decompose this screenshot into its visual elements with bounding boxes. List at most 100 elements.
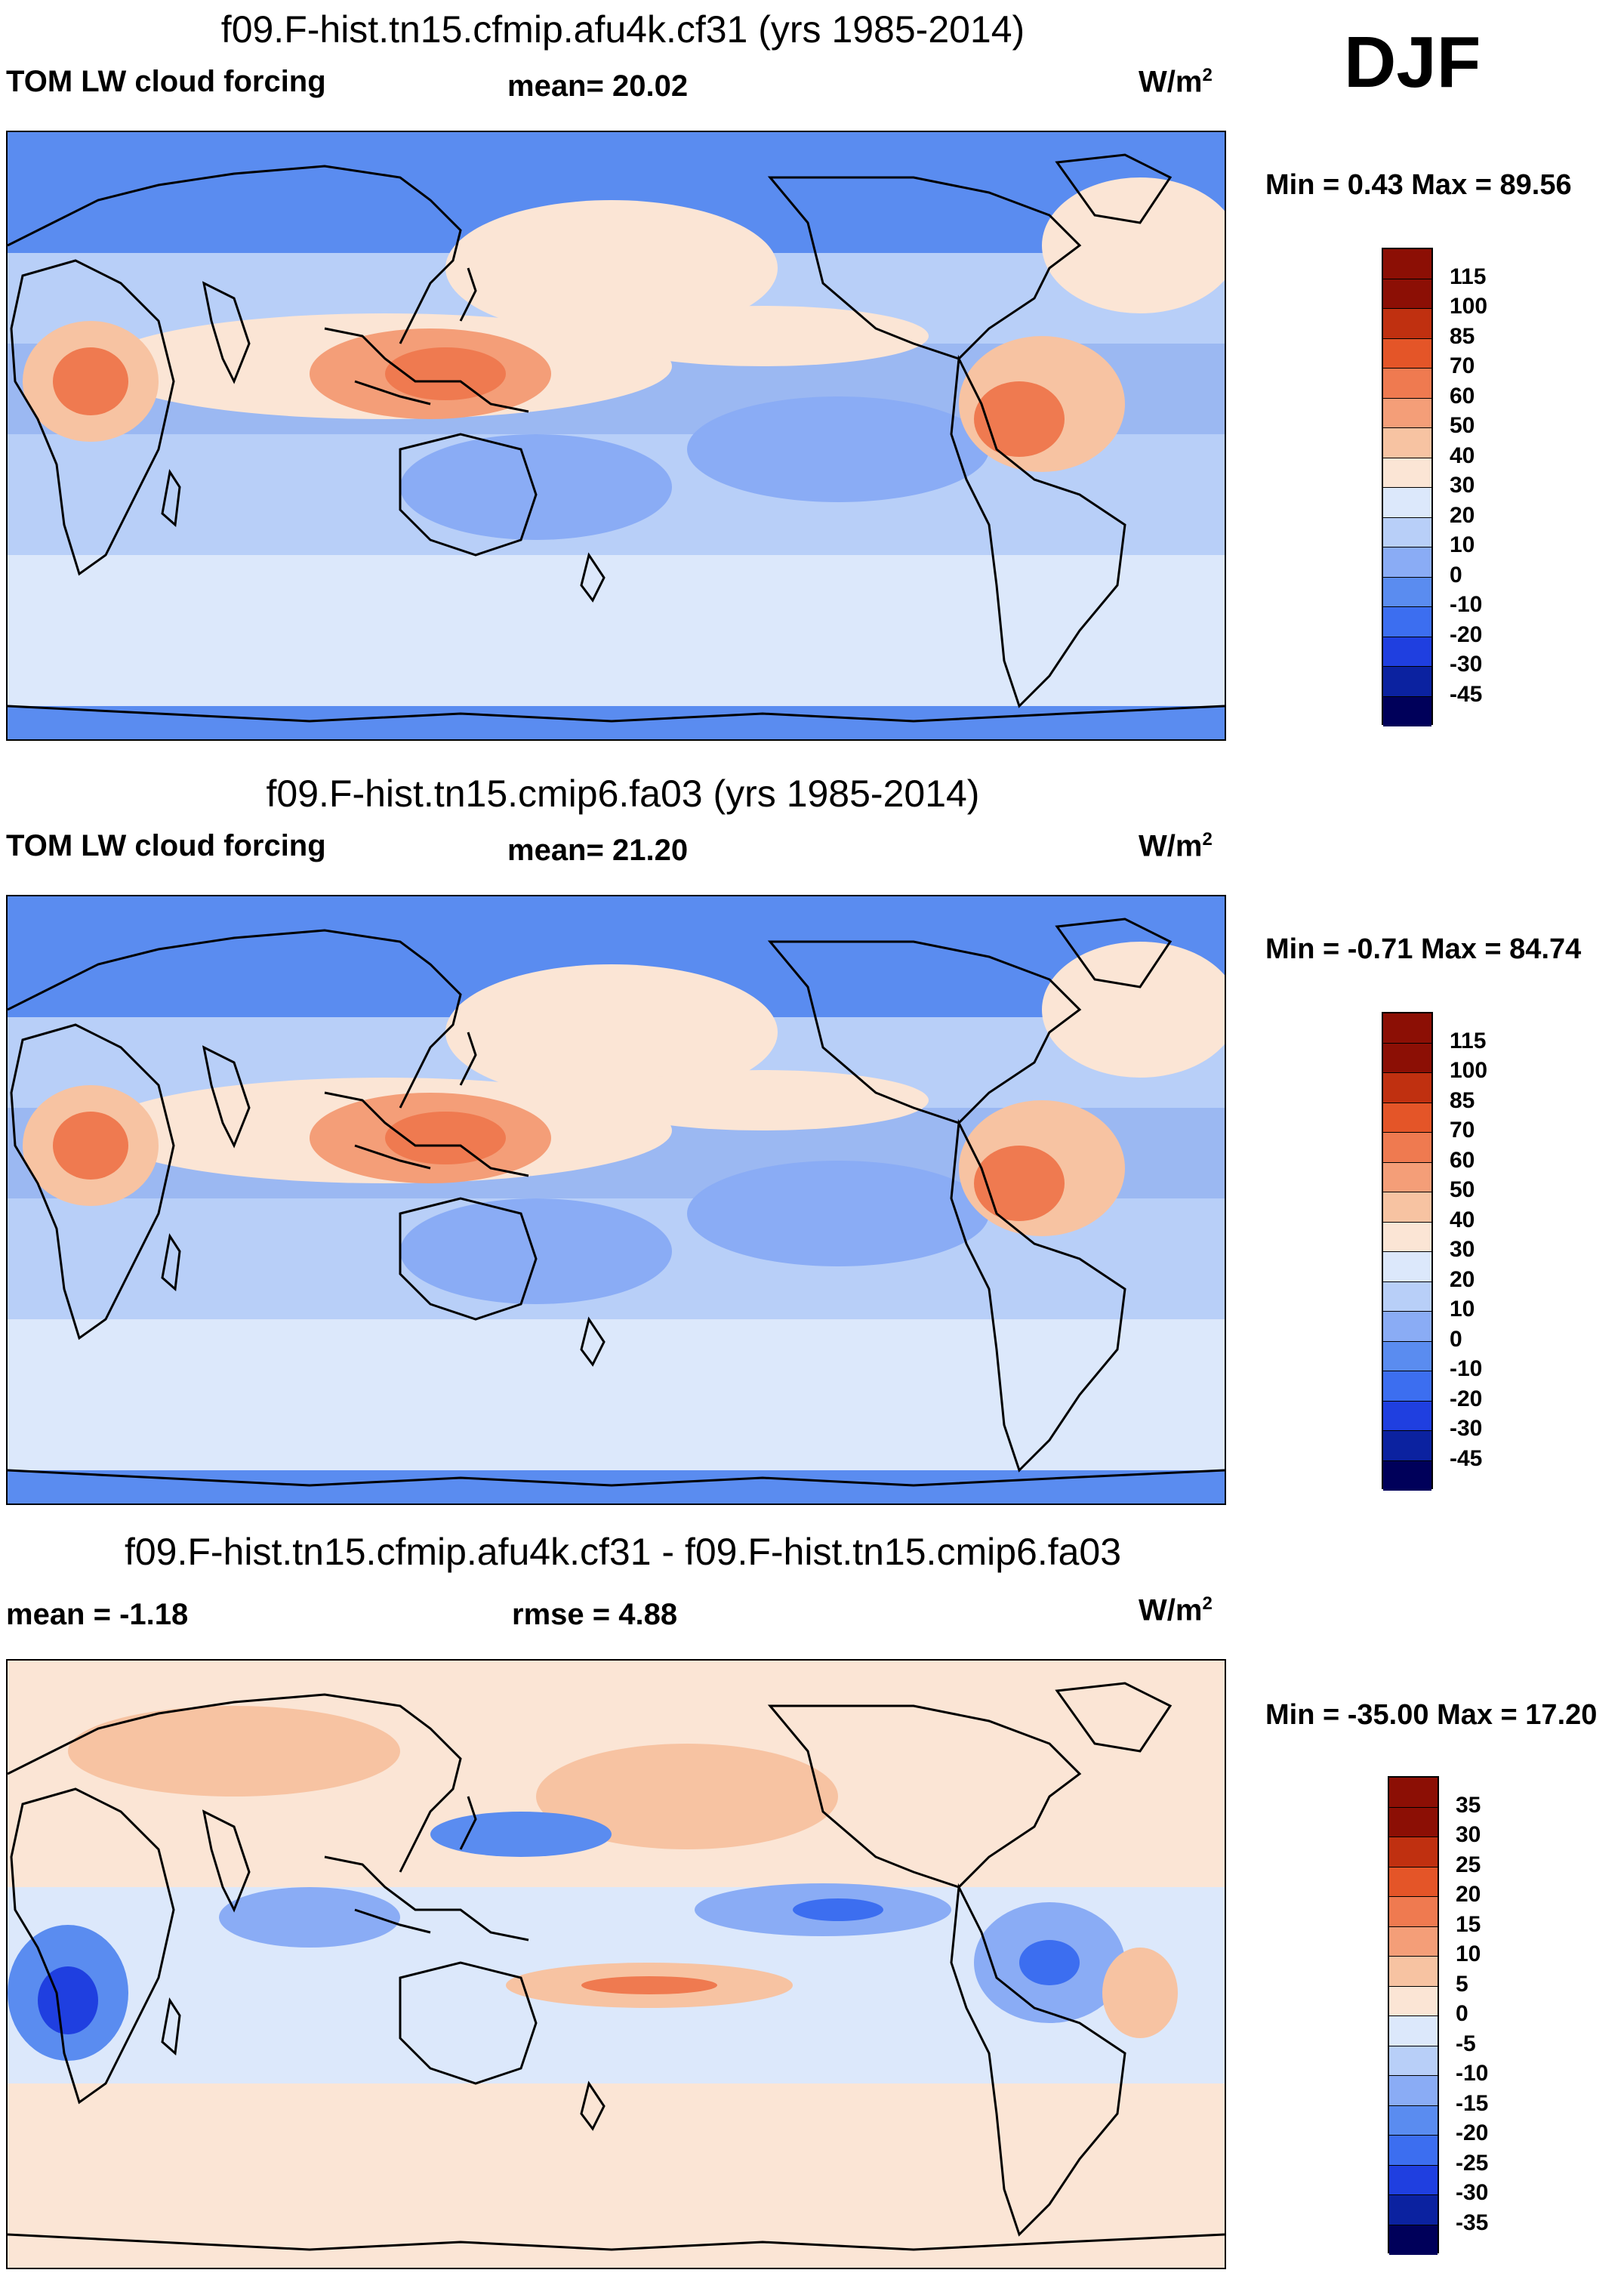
panel2-min-value: -0.71 — [1347, 933, 1413, 965]
colorbar-label: 30 — [1450, 473, 1475, 498]
colorbar-box — [1383, 1103, 1431, 1133]
spcz-core — [581, 1976, 717, 1994]
colorbar-box — [1389, 2165, 1438, 2195]
colorbar-label: 0 — [1450, 1326, 1462, 1352]
colorbar-box — [1389, 1867, 1438, 1897]
colorbar-box — [1383, 1013, 1431, 1044]
coastline — [8, 2233, 1225, 2251]
colorbar-label: 20 — [1456, 1882, 1481, 1907]
colorbar-box — [1383, 458, 1431, 488]
colorbar-box — [1383, 1252, 1431, 1282]
colorbar-label: 0 — [1456, 2001, 1468, 2026]
npacific-storm — [445, 964, 778, 1100]
colorbar-label: 0 — [1450, 562, 1462, 588]
colorbar-label: 40 — [1450, 1207, 1475, 1232]
antarctic-band — [8, 706, 1225, 739]
colorbar-box — [1383, 1162, 1431, 1192]
colorbar-box — [1383, 637, 1431, 667]
panel2-minmax: Min = -0.71 Max = 84.74 — [1265, 933, 1581, 966]
colorbar-label: 25 — [1456, 1852, 1481, 1877]
coastline — [354, 1144, 431, 1170]
panel1-mean: mean= 20.02 — [507, 69, 688, 103]
colorbar-label: 20 — [1450, 1266, 1475, 1292]
colorbar-box — [1383, 1073, 1431, 1103]
panel3-rmse-label: rmse = — [512, 1598, 611, 1631]
coastline — [459, 1032, 477, 1086]
coastline — [1055, 918, 1173, 988]
colorbar-box — [1389, 1957, 1438, 1987]
panel2-min-label: Min = — [1265, 933, 1340, 965]
eurasia-positive — [68, 1706, 400, 1797]
panel2-max-label: Max = — [1420, 933, 1502, 965]
panel3-mean: mean = -1.18 — [6, 1598, 188, 1632]
spacific-dry — [400, 434, 672, 540]
npacific-positive — [536, 1744, 838, 1849]
colorbar-box — [1383, 1043, 1431, 1073]
colorbar-box — [1383, 1431, 1431, 1461]
panel2-mean-label: mean= — [507, 834, 604, 867]
nepacific-core — [793, 1898, 883, 1921]
coastline — [459, 267, 477, 322]
coastline — [161, 1997, 181, 2056]
coastline — [8, 705, 1225, 723]
colorbar-label: 50 — [1450, 413, 1475, 438]
africa-core — [53, 347, 128, 415]
panel2-units-sup: 2 — [1202, 829, 1213, 850]
panel3-min-value: -35.00 — [1347, 1699, 1429, 1731]
colorbar-box — [1383, 338, 1431, 369]
coastline — [459, 1796, 477, 1850]
colorbar-label: 115 — [1450, 1028, 1487, 1053]
colorbar-label: 85 — [1450, 1087, 1475, 1113]
panel3-max-label: Max = — [1437, 1699, 1518, 1731]
colorbar-box — [1383, 1192, 1431, 1223]
colorbar-box — [1383, 249, 1431, 279]
colorbar-label: -35 — [1456, 2210, 1489, 2235]
colorbar-label: 70 — [1450, 1118, 1475, 1143]
colorbar-label: 5 — [1456, 1971, 1468, 1997]
colorbar-label: -25 — [1456, 2150, 1489, 2176]
panel1-max-value: 89.56 — [1499, 169, 1572, 201]
colorbar-label: 85 — [1450, 323, 1475, 349]
coastline — [580, 2080, 606, 2131]
colorbar-label: 40 — [1450, 443, 1475, 468]
panel3-max-value: 17.20 — [1525, 1699, 1598, 1731]
colorbar-label: -10 — [1450, 592, 1483, 617]
npacific-itcz — [596, 306, 929, 366]
colorbar-box — [1389, 1807, 1438, 1837]
natlantic-storm — [1042, 942, 1225, 1078]
coastline — [767, 176, 1082, 360]
coastline — [950, 1883, 1126, 2237]
kuroshio-negative — [430, 1812, 612, 1857]
colorbar-box — [1383, 607, 1431, 637]
panel3-colorbar — [1388, 1776, 1439, 2255]
panel2-mean-value: 21.20 — [612, 834, 689, 867]
colorbar-label: 20 — [1450, 502, 1475, 528]
panel2-variable: TOM LW cloud forcing — [6, 829, 326, 862]
colorbar-box — [1389, 1986, 1438, 2016]
coastline — [580, 552, 606, 603]
colorbar-box — [1383, 309, 1431, 339]
coastline — [161, 469, 181, 528]
panel3-map — [6, 1659, 1226, 2269]
colorbar-box — [1383, 1312, 1431, 1342]
colorbar-label: -30 — [1456, 2180, 1489, 2205]
spacific-dry — [400, 1198, 672, 1304]
colorbar-label: 100 — [1450, 294, 1488, 319]
southern-band — [8, 555, 1225, 706]
colorbar-box — [1383, 1133, 1431, 1163]
colorbar-box — [1389, 2076, 1438, 2106]
coastline — [202, 281, 251, 384]
africa-core — [53, 1112, 128, 1180]
colorbar-label: -10 — [1450, 1356, 1483, 1381]
amazon-core — [1019, 1940, 1080, 1985]
colorbar-label: 60 — [1450, 383, 1475, 409]
panel1-title: f09.F-hist.tn15.cfmip.afu4k.cf31 (yrs 19… — [220, 8, 1025, 51]
satlantic-positive — [1102, 1948, 1178, 2038]
panel3-units-sup: 2 — [1202, 1593, 1213, 1614]
colorbar-box — [1383, 547, 1431, 578]
panel3-mean-value: -1.18 — [119, 1598, 189, 1631]
africa-core — [38, 1966, 98, 2034]
colorbar-label: -15 — [1456, 2090, 1489, 2116]
colorbar-box — [1383, 1281, 1431, 1312]
colorbar-box — [1383, 1222, 1431, 1252]
